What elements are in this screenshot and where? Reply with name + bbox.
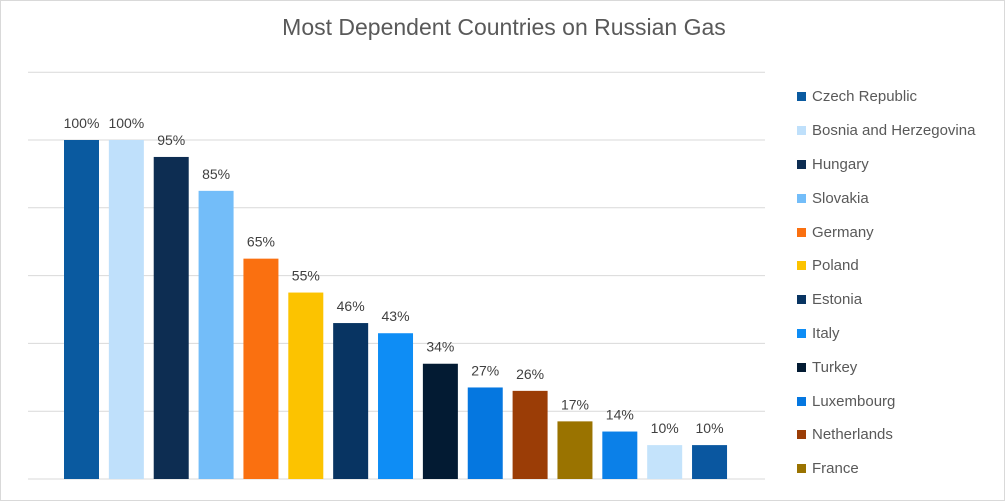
legend-item: Estonia [797,283,975,317]
legend-label: Germany [812,223,874,241]
data-label: 95% [157,132,185,148]
bar [512,390,548,479]
legend-label: Slovakia [812,189,869,207]
bar [64,140,99,479]
bar [153,156,189,479]
data-label: 26% [516,366,544,382]
data-label: 55% [292,268,320,284]
legend-swatch [797,193,806,203]
legend-item: Italy [797,317,975,351]
legend-swatch [797,159,806,169]
data-label: 17% [561,396,589,412]
legend-label: Netherlands [812,426,893,444]
legend-swatch [797,328,806,338]
legend-item: Czech Republic [797,80,975,114]
legend-item: Netherlands [797,418,975,452]
legend-swatch [797,261,806,271]
data-label: 100% [108,115,144,131]
bar [557,421,593,479]
bar [333,323,369,479]
legend-label: Turkey [812,358,858,376]
bar [647,445,683,479]
legend-swatch [797,464,806,474]
legend-label: Italy [812,324,840,342]
bar [422,363,458,479]
legend-label: Luxembourg [812,392,896,410]
legend-label: Hungary [812,155,869,173]
legend-swatch [797,126,806,136]
data-label: 43% [382,308,410,324]
legend-swatch [797,227,806,237]
bar [692,445,728,479]
legend-item: Germany [797,215,975,249]
legend-label: Poland [812,257,859,275]
bar [108,140,144,479]
chart-title: Most Dependent Countries on Russian Gas [282,14,726,40]
legend-swatch [797,430,806,440]
legend-label: Czech Republic [812,88,918,106]
data-label: 10% [651,420,679,436]
data-label: 34% [426,339,454,355]
legend-item: France [797,452,975,486]
data-label: 14% [606,407,634,423]
bar [243,258,279,479]
data-label: 46% [337,298,365,314]
data-label: 65% [247,234,275,250]
legend-swatch [797,396,806,406]
bar [378,333,414,479]
legend-item: Poland [797,249,975,283]
legend-item: Luxembourg [797,384,975,418]
bar [602,431,638,479]
legend: Czech Republic Bosnia and Herzegovina Hung… [797,80,975,486]
legend-item: Bosnia and Herzegovina [797,114,975,148]
bar [288,292,324,479]
bar [467,387,503,479]
legend-item: Slovakia [797,181,975,215]
legend-label: Bosnia and Herzegovina [812,122,976,140]
data-label: 10% [696,420,724,436]
data-label: 85% [202,166,230,182]
legend-swatch [797,362,806,372]
data-label: 27% [471,362,499,378]
legend-label: Estonia [812,291,863,309]
data-label: 100% [64,115,100,131]
legend-swatch [797,295,806,305]
legend-item: Hungary [797,148,975,182]
legend-swatch [797,92,806,102]
bar [198,190,234,479]
legend-label: France [812,460,859,478]
legend-item: Turkey [797,350,975,384]
